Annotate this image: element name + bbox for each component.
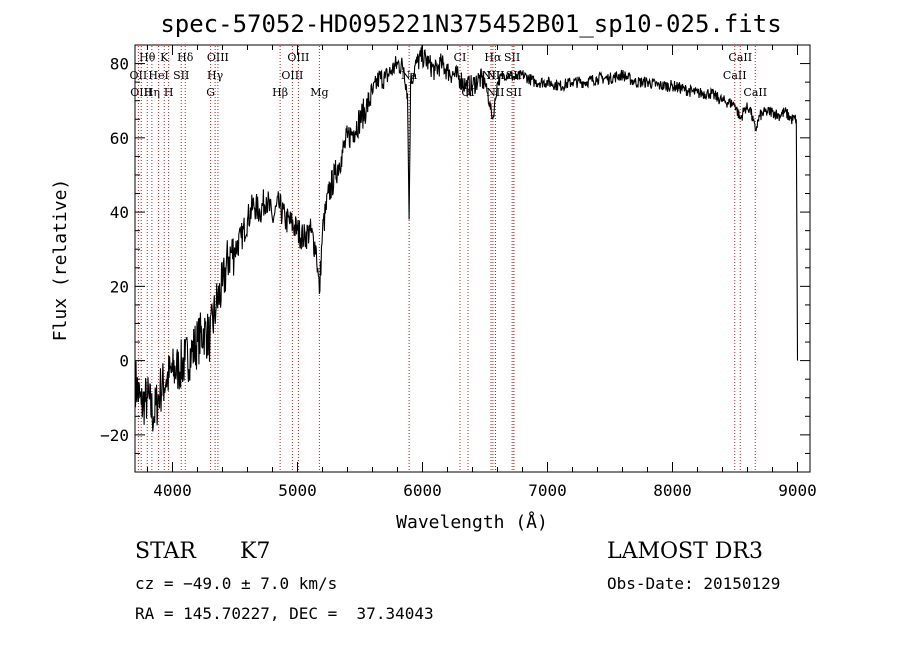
- object-class: STAR: [135, 539, 196, 564]
- spectrum-line: [134, 45, 799, 432]
- y-tick-label: 0: [119, 352, 129, 371]
- subclass: K7: [240, 539, 271, 564]
- x-tick-label: 6000: [403, 481, 442, 500]
- line-label-low-8: SII: [506, 86, 522, 99]
- line-label-low-1: Hη: [144, 86, 160, 99]
- line-label-low-2: H: [164, 86, 174, 99]
- line-label-low-3: G: [206, 86, 215, 99]
- line-label-top-1: K: [160, 51, 169, 64]
- chart-title: spec-57052-HD095221N375452B01_sp10-025.f…: [160, 10, 781, 38]
- line-label-low-5: Mg: [310, 86, 328, 99]
- line-label-top-2: Hδ: [177, 51, 194, 64]
- line-label-mid-6: NII: [482, 69, 500, 82]
- line-label-top-6: Hα: [484, 51, 502, 64]
- line-label-top-0: Hθ: [139, 51, 156, 64]
- y-tick-label: 60: [110, 129, 129, 148]
- x-tick-label: 7000: [528, 481, 567, 500]
- line-label-mid-4: OIII: [281, 69, 303, 82]
- obs-date: Obs-Date: 20150129: [607, 574, 781, 593]
- x-tick-label: 8000: [653, 481, 692, 500]
- x-tick-label: 5000: [278, 481, 317, 500]
- y-tick-label: 40: [110, 203, 129, 222]
- x-tick-label: 4000: [153, 481, 192, 500]
- plot-frame: [134, 44, 811, 473]
- redshift-cz: cz = −49.0 ± 7.0 km/s: [135, 574, 338, 593]
- line-label-mid-3: Hγ: [207, 69, 224, 82]
- line-label-top-4: OIII: [287, 51, 309, 64]
- coordinates: RA = 145.70227, DEC = 37.34043: [135, 604, 434, 623]
- line-label-mid-1: HeI: [148, 69, 168, 82]
- x-axis-label: Wavelength (Å): [396, 511, 548, 533]
- line-label-low-0: OIII: [130, 86, 152, 99]
- y-tick-label: 20: [110, 277, 129, 296]
- line-label-mid-2: SII: [173, 69, 189, 82]
- line-label-mid-9: CaII: [723, 69, 747, 82]
- line-label-low-7: NII: [486, 86, 504, 99]
- line-label-mid-0: OII: [130, 69, 148, 82]
- y-tick-label: −20: [100, 426, 129, 445]
- y-tick-label: 80: [110, 55, 129, 74]
- line-label-low-4: Hβ: [272, 86, 288, 99]
- line-label-top-5: CI: [454, 51, 467, 64]
- survey-name: LAMOST DR3: [607, 539, 763, 564]
- line-label-top-7: SII: [504, 51, 520, 64]
- line-label-top-8: CaII: [728, 51, 752, 64]
- y-axis-label: Flux (relative): [50, 179, 71, 342]
- x-tick-label: 9000: [778, 481, 817, 500]
- line-label-top-3: OIII: [207, 51, 229, 64]
- line-label-low-9: CaII: [743, 86, 767, 99]
